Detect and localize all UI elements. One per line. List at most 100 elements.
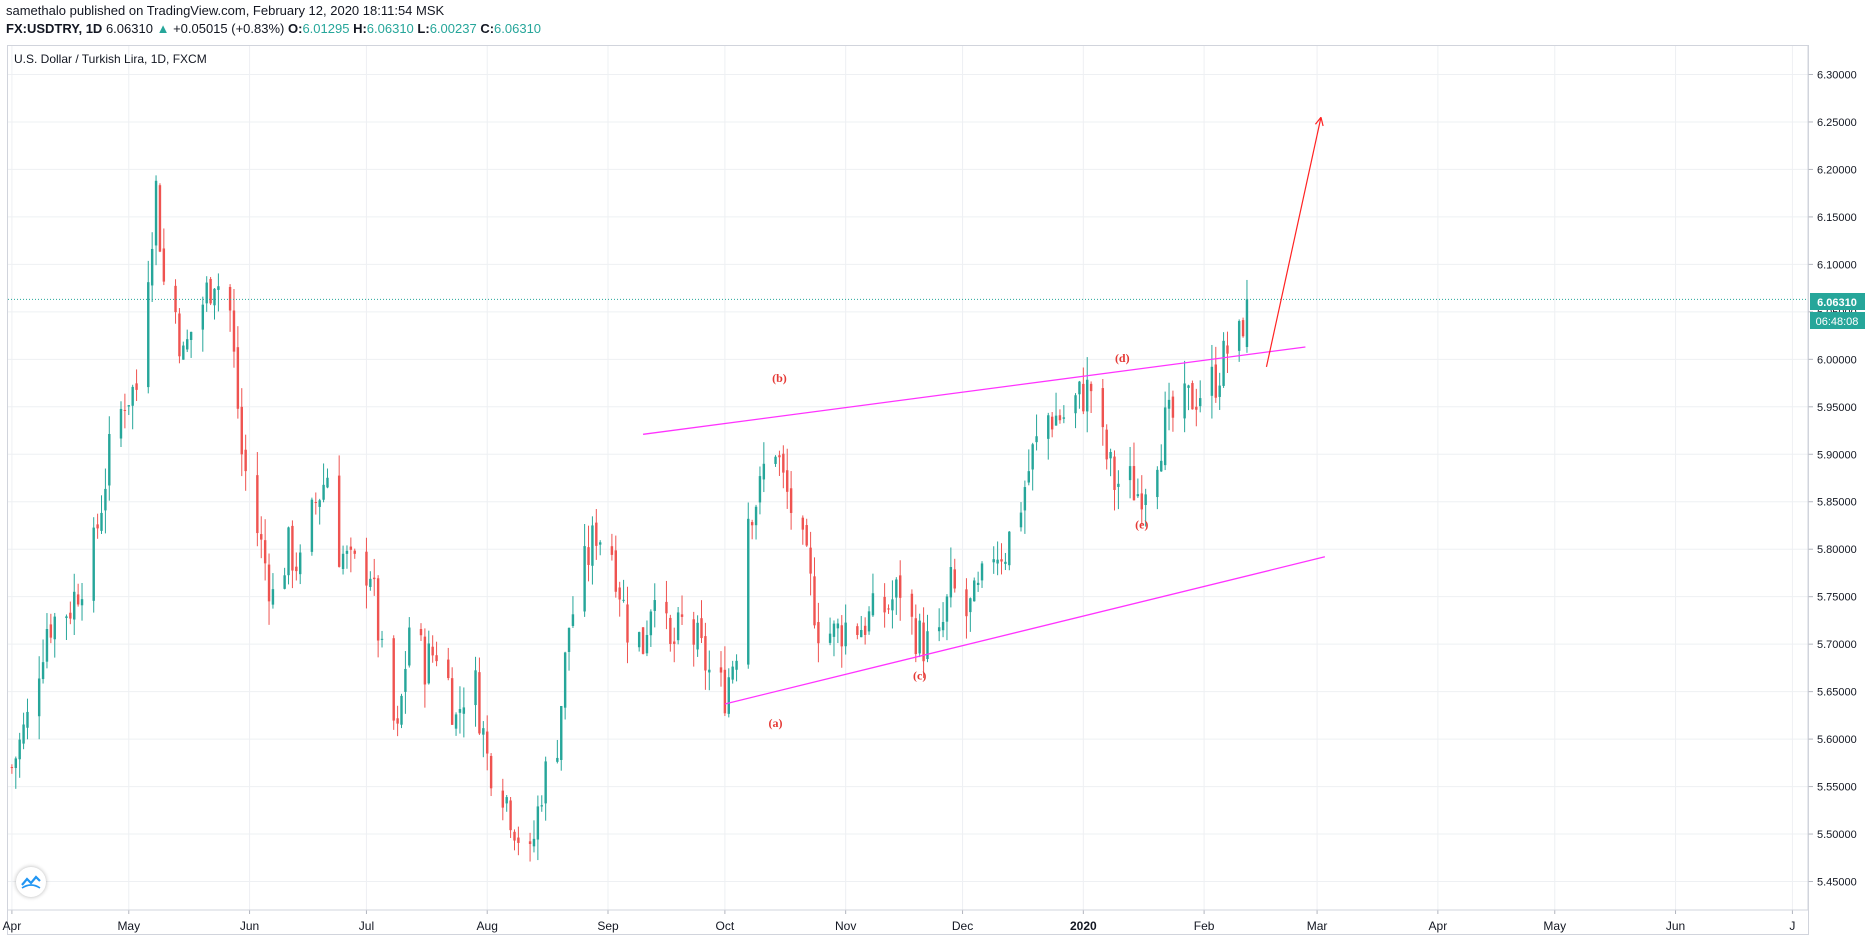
trendline xyxy=(724,556,1326,705)
candle-body xyxy=(840,625,843,647)
candle-body xyxy=(863,625,867,635)
candle-body xyxy=(1004,561,1007,564)
candle-body xyxy=(637,632,641,648)
candle-body xyxy=(1089,383,1093,392)
close-label: C: xyxy=(480,21,495,36)
candle-body xyxy=(41,662,45,680)
candle-body xyxy=(96,524,99,529)
candle-body xyxy=(240,406,243,455)
candle-body xyxy=(532,838,536,847)
candle-body xyxy=(447,659,450,679)
candle-body xyxy=(723,669,727,714)
candle-body xyxy=(731,666,734,680)
candle-body xyxy=(1008,531,1011,566)
candle-body xyxy=(271,589,275,605)
candle-body xyxy=(918,620,921,654)
tradingview-logo-icon[interactable] xyxy=(16,867,46,897)
candle-body xyxy=(801,517,805,530)
last-price: 6.06310 xyxy=(105,21,153,36)
price-axis[interactable]: 5.45000 5.50000 5.55000 5.60000 5.65000 5.700… xyxy=(1807,46,1857,910)
candle-body xyxy=(754,506,758,526)
candle-body xyxy=(345,550,349,554)
candle-body xyxy=(454,714,458,729)
candle-body xyxy=(704,636,707,671)
price-tick-label: 6.30000 xyxy=(1817,69,1857,81)
candle-body xyxy=(482,728,485,735)
candle-body xyxy=(1183,383,1186,419)
candle-body xyxy=(376,578,380,641)
price-tick-label: 6.00000 xyxy=(1817,354,1857,366)
candle-body xyxy=(267,564,271,602)
candle-body xyxy=(758,476,762,503)
price-tick-label: 5.90000 xyxy=(1817,449,1857,461)
candle-body xyxy=(513,831,516,841)
chart-legend-title: U.S. Dollar / Turkish Lira, 1D, FXCM xyxy=(14,52,207,66)
candle-body xyxy=(887,608,890,610)
projection-arrow xyxy=(1265,117,1322,368)
candle-body xyxy=(189,331,193,341)
drawings[interactable]: (a) (b) (c) (d) (e) xyxy=(8,116,1808,730)
candle-body xyxy=(205,282,208,304)
candle-body xyxy=(380,638,384,640)
candle-body xyxy=(895,579,898,598)
candle-body xyxy=(232,310,236,352)
candle-body xyxy=(1113,456,1116,490)
price-tick-label: 6.15000 xyxy=(1817,212,1857,224)
candle-body xyxy=(100,512,103,531)
ohlc-header: FX:USDTRY, 1D 6.06310 ▲ +0.05015 (+0.83%… xyxy=(6,21,541,36)
candle-body xyxy=(727,677,730,714)
candle-body xyxy=(1074,395,1077,414)
candle-body xyxy=(501,790,505,808)
projection-arrow-head xyxy=(1314,116,1322,125)
trendline xyxy=(642,346,1306,435)
candle-body xyxy=(1117,483,1120,487)
price-tick-label: 5.45000 xyxy=(1817,877,1857,889)
wave-label: (a) xyxy=(769,716,783,730)
candle-body xyxy=(423,636,427,685)
candle-body xyxy=(544,761,547,804)
candle-body xyxy=(996,559,999,564)
high-label: H: xyxy=(353,21,367,36)
candle-body xyxy=(108,434,111,486)
candle-body xyxy=(610,546,614,555)
candle-body xyxy=(435,655,438,662)
candle-body xyxy=(1109,452,1112,459)
candle-body xyxy=(337,475,341,567)
candle-body xyxy=(450,678,454,725)
candle-body xyxy=(517,837,520,843)
candle-body xyxy=(1128,466,1132,481)
candle-body xyxy=(700,618,703,639)
publisher-name[interactable]: samethalo xyxy=(6,3,66,18)
candle-body xyxy=(945,596,949,622)
candle-body xyxy=(318,500,321,507)
candle-body xyxy=(505,797,508,804)
candle-body xyxy=(373,577,376,580)
candle-body xyxy=(973,580,976,602)
candle-body xyxy=(899,575,902,598)
candle-body xyxy=(1031,444,1034,470)
candle-body xyxy=(73,591,76,620)
time-tick-label: Mar xyxy=(1307,919,1328,933)
candle-body xyxy=(696,622,699,650)
candle-body xyxy=(560,705,563,760)
candle-body xyxy=(567,627,571,652)
time-tick-label: Apr xyxy=(1429,919,1448,933)
candle-body xyxy=(400,695,403,725)
candle-body xyxy=(18,739,21,760)
candle-body xyxy=(789,488,793,513)
time-tick-label: Nov xyxy=(835,919,856,933)
time-axis[interactable]: Apr May Jun Jul Aug Sep Oct Nov Dec 2020 Feb Mar Apr… xyxy=(3,909,1808,933)
candle-body xyxy=(37,678,41,717)
candle-body xyxy=(314,502,317,504)
candle-body xyxy=(762,463,766,480)
candle-body xyxy=(228,286,232,311)
time-tick-label: May xyxy=(117,919,140,933)
candle-body xyxy=(353,550,356,554)
candle-body xyxy=(1132,466,1136,501)
candle-body xyxy=(256,475,259,534)
candle-body xyxy=(127,405,130,407)
candle-body xyxy=(69,612,72,619)
candle-body xyxy=(692,619,695,645)
candle-body xyxy=(622,599,625,601)
